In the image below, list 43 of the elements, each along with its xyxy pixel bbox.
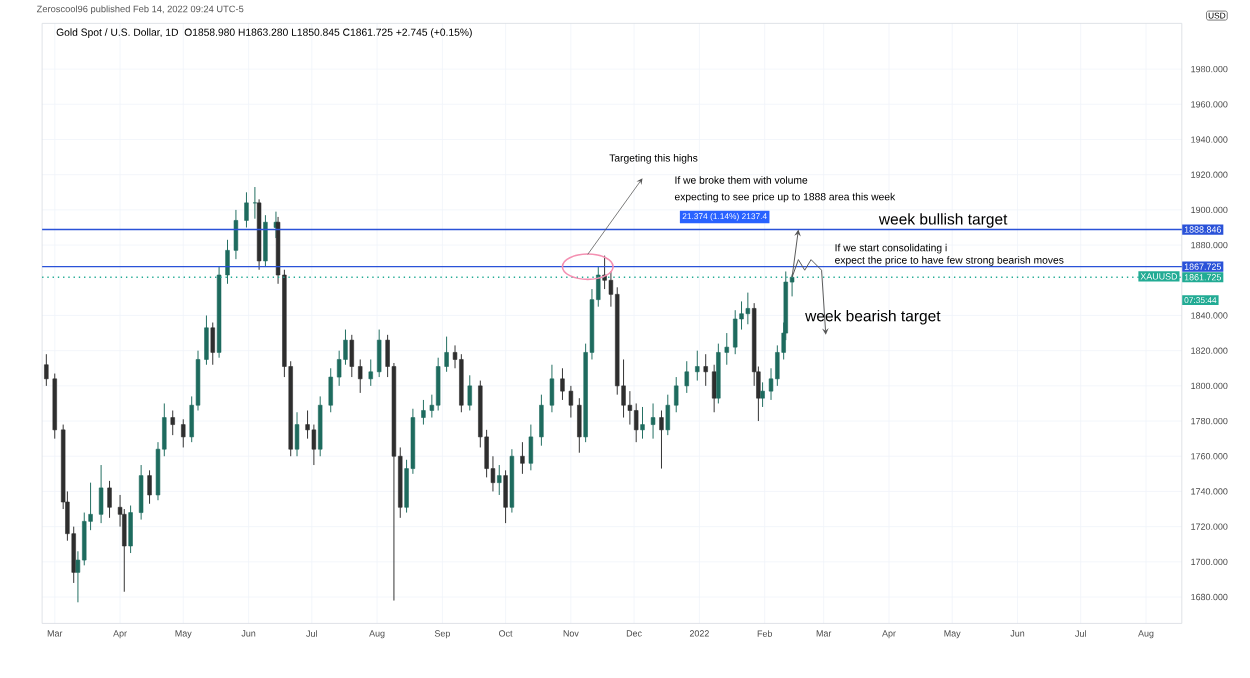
- candlestick: [695, 350, 700, 382]
- candlestick: [665, 394, 670, 436]
- candlestick: [128, 505, 133, 554]
- candlestick: [467, 374, 472, 411]
- candlestick: [650, 402, 656, 440]
- candlestick: [107, 480, 112, 519]
- candlestick: [138, 464, 144, 521]
- candlestick: [659, 410, 664, 470]
- candlestick: [435, 357, 441, 411]
- candlestick: [520, 441, 525, 475]
- candlestick: [147, 469, 152, 505]
- candlestick: [377, 329, 382, 378]
- candlestick: [560, 367, 565, 401]
- candlestick: [577, 397, 582, 454]
- candlestick: [733, 309, 738, 355]
- candlestick: [674, 376, 679, 413]
- candlestick: [210, 322, 215, 366]
- candlestick: [568, 385, 574, 419]
- candlestick: [503, 469, 508, 524]
- candlestick: [181, 418, 186, 448]
- candlestick: [703, 353, 708, 387]
- candlestick: [368, 358, 373, 387]
- candlestick: [421, 399, 426, 426]
- candlestick: [294, 411, 300, 457]
- candlestick: [549, 364, 555, 413]
- candlestick: [745, 292, 751, 325]
- candlestick: [459, 353, 464, 413]
- candlestick: [244, 191, 249, 228]
- candlestick: [318, 395, 323, 457]
- candlestick: [98, 464, 104, 524]
- candlestick: [497, 464, 502, 496]
- candlestick: [640, 406, 645, 440]
- candlestick: [349, 334, 354, 378]
- candlestick: [539, 394, 544, 447]
- candlestick: [328, 367, 333, 413]
- candlestick: [716, 343, 721, 404]
- candlestick: [263, 214, 268, 267]
- candlestick: [358, 358, 363, 394]
- candlestick: [170, 410, 175, 436]
- candlestick: [684, 360, 689, 394]
- candlestick: [528, 424, 534, 471]
- candlestick: [252, 186, 258, 220]
- candlestick: [711, 364, 717, 413]
